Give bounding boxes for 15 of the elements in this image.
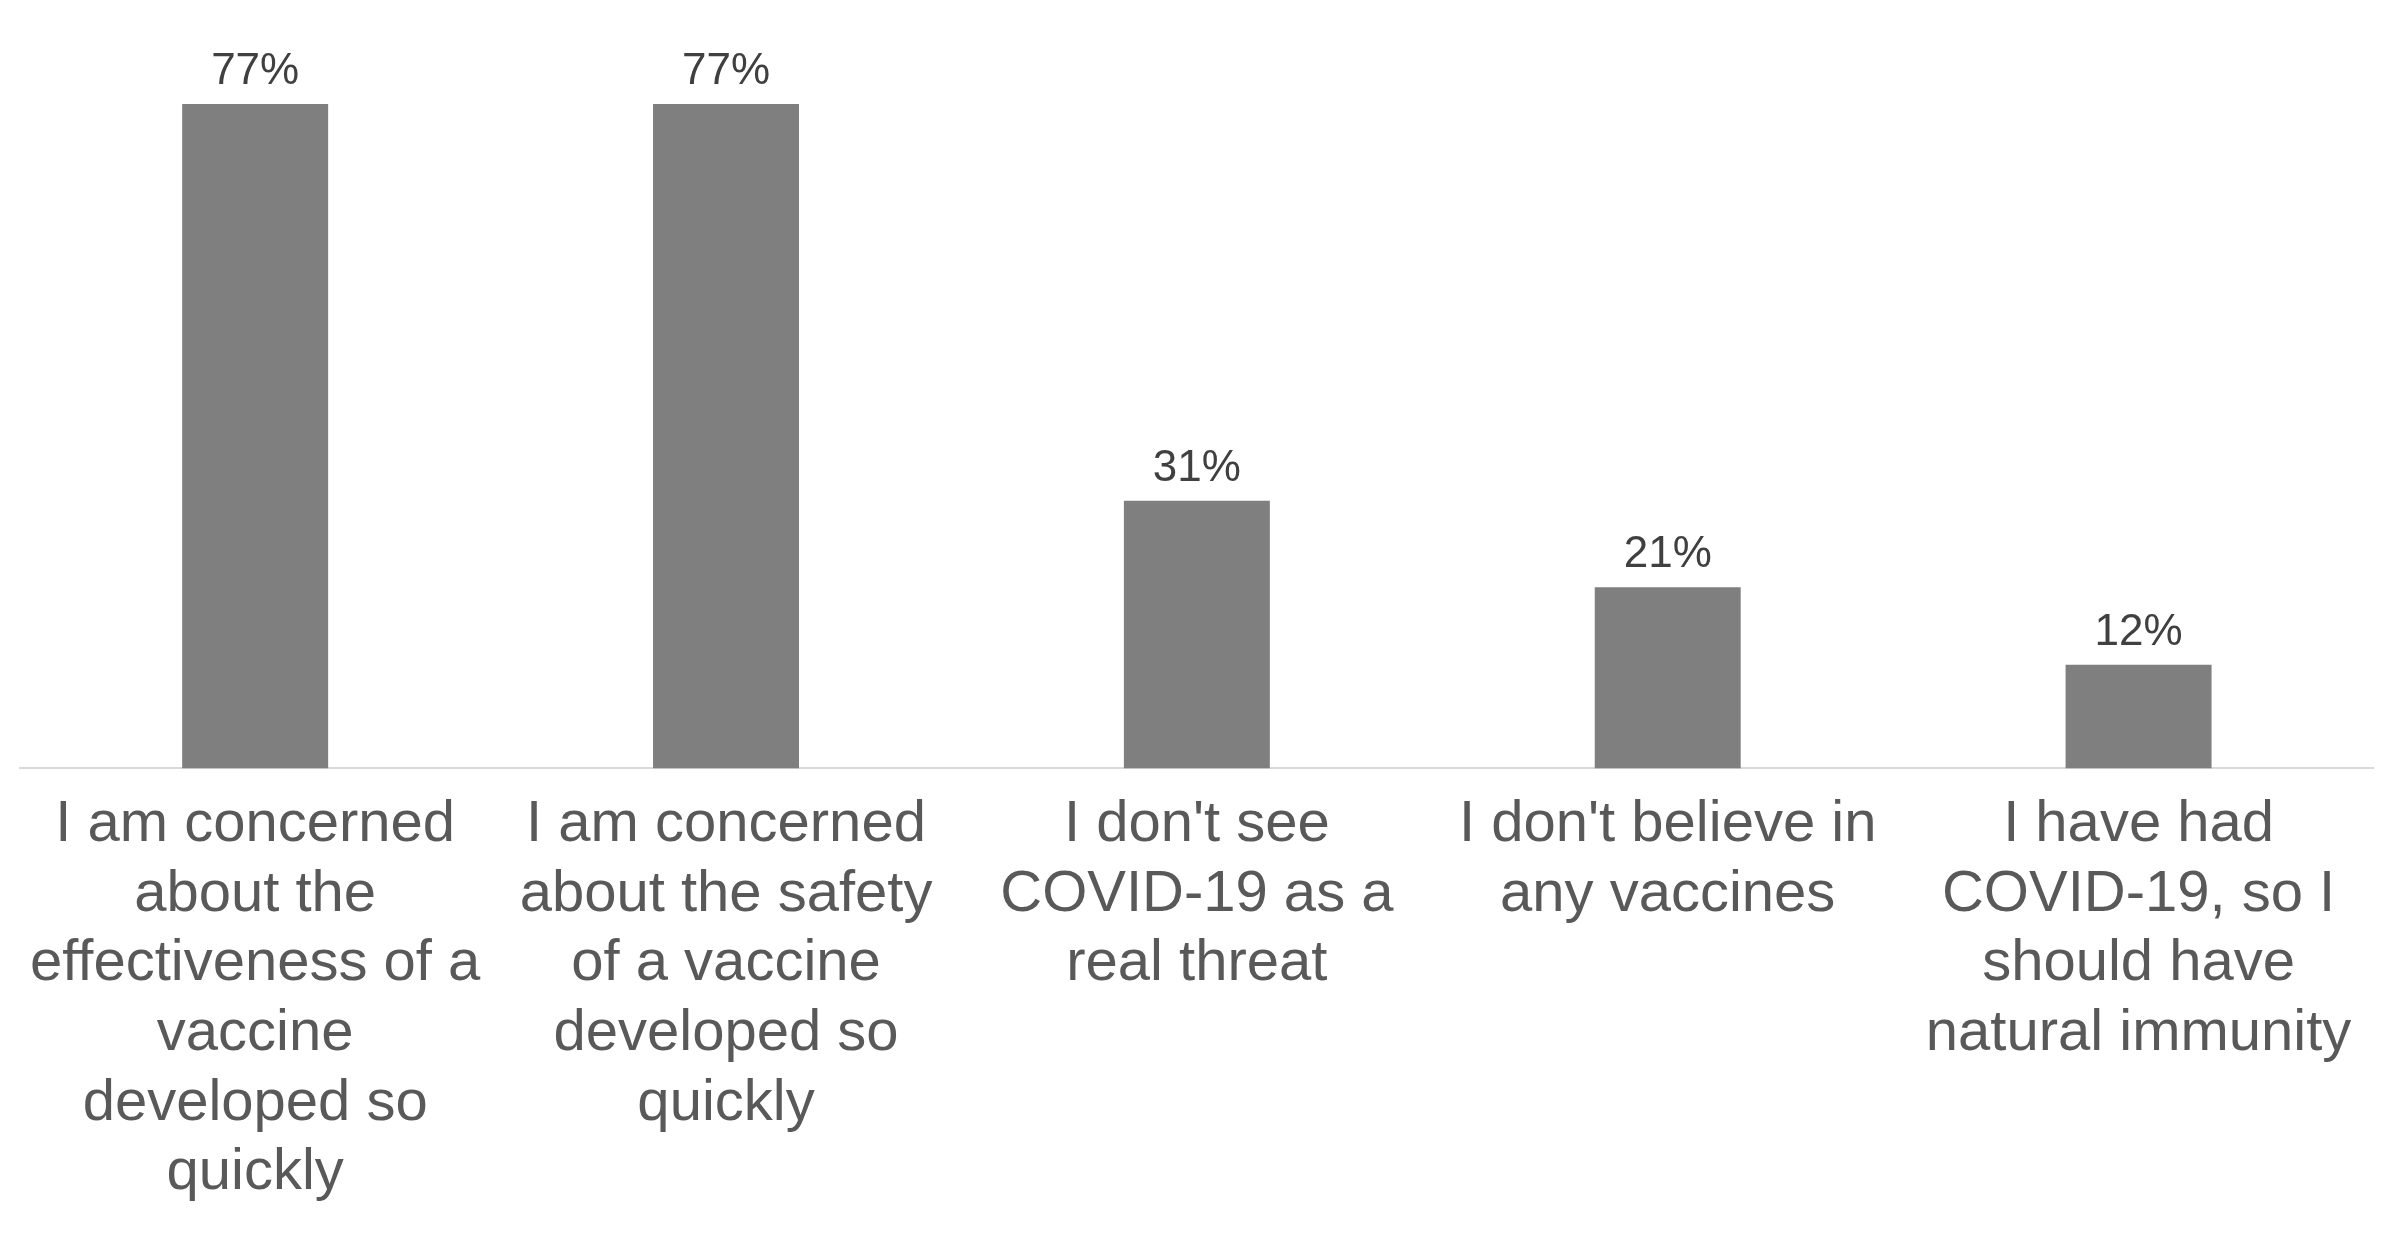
data-label: 77% <box>211 44 300 94</box>
bar <box>2065 664 2212 769</box>
x-tick-label: I am concerned about the effectiveness of a vaccine developed so quickly <box>30 788 482 1202</box>
x-tick-label: I am concerned about the safety of a vaccine developed so quickly <box>519 788 933 1132</box>
x-tick-label: I don't see COVID-19 as a real threat <box>1000 788 1395 993</box>
bar <box>182 103 329 769</box>
data-label: 31% <box>1152 441 1241 491</box>
x-tick-label: I have had COVID-19, so I should have natural immunity <box>1925 788 2352 1062</box>
bar <box>1594 587 1741 769</box>
data-label: 21% <box>1623 527 1712 577</box>
bar <box>1123 500 1270 769</box>
x-tick-label: I don't believe in any vaccines <box>1459 788 1877 923</box>
bar <box>653 103 799 769</box>
data-label: 12% <box>2094 604 2183 654</box>
data-label: 77% <box>681 44 771 94</box>
